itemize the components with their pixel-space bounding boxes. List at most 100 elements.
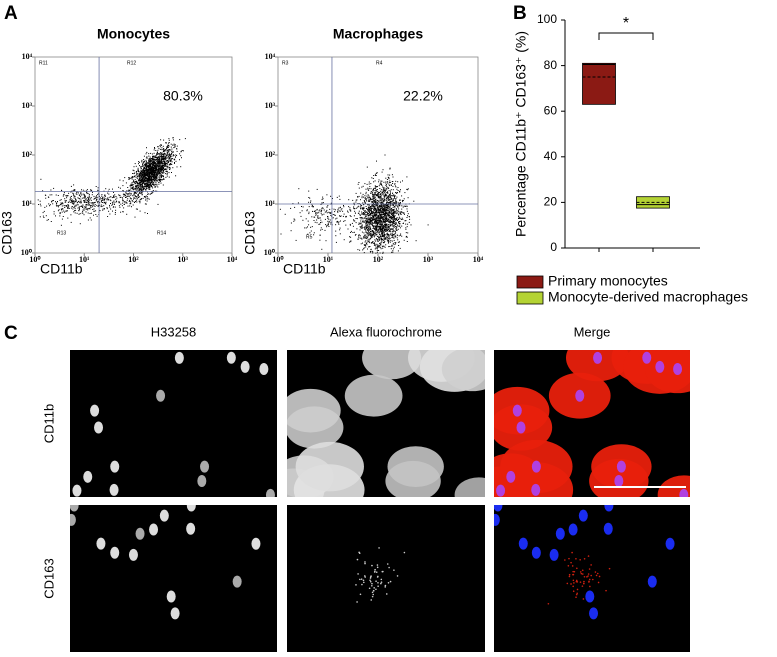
dot — [391, 189, 392, 190]
dot — [370, 251, 371, 252]
dot — [387, 239, 388, 240]
dot — [179, 159, 180, 160]
dot — [158, 165, 159, 166]
dot — [135, 217, 136, 218]
dot — [148, 179, 149, 180]
nucleus — [493, 499, 502, 511]
dot — [401, 195, 402, 196]
dot — [387, 229, 388, 230]
dot — [395, 242, 396, 243]
dot — [136, 188, 137, 189]
dot — [362, 197, 363, 198]
dot — [316, 220, 317, 221]
dot — [384, 230, 385, 231]
dot — [157, 166, 158, 167]
dot — [46, 206, 47, 207]
dot — [389, 221, 390, 222]
dot — [162, 158, 163, 159]
dot — [393, 209, 394, 210]
dot — [383, 246, 384, 247]
dot — [363, 207, 364, 208]
dot — [366, 189, 367, 190]
dot — [296, 240, 297, 241]
dot — [372, 215, 373, 216]
dot — [84, 208, 85, 209]
speck — [584, 558, 586, 560]
dot — [416, 240, 417, 241]
dot — [70, 197, 71, 198]
dot — [322, 197, 323, 198]
dot — [394, 221, 395, 222]
dot — [397, 212, 398, 213]
dot — [390, 234, 391, 235]
speck — [381, 581, 383, 583]
nucleus — [171, 607, 180, 619]
dot — [45, 198, 46, 199]
dot — [380, 222, 381, 223]
speck — [590, 575, 592, 577]
nucleus — [585, 591, 594, 603]
dot — [112, 189, 113, 190]
dot — [156, 185, 157, 186]
dot — [171, 158, 172, 159]
speck — [382, 571, 384, 573]
dot — [320, 230, 321, 231]
dot — [167, 167, 168, 168]
dot — [139, 165, 140, 166]
dot — [323, 202, 324, 203]
dot — [395, 199, 396, 200]
dot — [161, 183, 162, 184]
dot — [403, 223, 404, 224]
speck — [575, 596, 577, 598]
dot — [66, 206, 67, 207]
dot — [400, 189, 401, 190]
dot — [384, 204, 385, 205]
nucleus — [655, 361, 664, 373]
dot — [144, 170, 145, 171]
speck — [582, 573, 584, 575]
dot — [58, 210, 59, 211]
dot — [160, 149, 161, 150]
dot — [151, 161, 152, 162]
dot — [134, 166, 135, 167]
dot — [350, 241, 351, 242]
dot — [123, 180, 124, 181]
dot — [127, 200, 128, 201]
dot — [301, 216, 302, 217]
dot — [378, 230, 379, 231]
dot — [145, 172, 146, 173]
dot — [138, 183, 139, 184]
dot — [384, 215, 385, 216]
speck — [371, 585, 373, 587]
dot — [285, 214, 286, 215]
dot — [383, 226, 384, 227]
dot — [390, 191, 391, 192]
dot — [162, 169, 163, 170]
nucleus — [569, 524, 578, 536]
dot — [40, 179, 41, 180]
speck — [357, 559, 359, 561]
dot — [377, 191, 378, 192]
dot — [365, 217, 366, 218]
nucleus — [72, 485, 81, 497]
dot — [168, 156, 169, 157]
dot — [369, 220, 370, 221]
dot — [163, 151, 164, 152]
speck — [596, 575, 598, 577]
dot — [377, 231, 378, 232]
dot — [308, 197, 309, 198]
dot — [166, 142, 167, 143]
dot — [81, 189, 82, 190]
dot — [369, 219, 370, 220]
dot — [369, 186, 370, 187]
dot — [113, 196, 114, 197]
dot — [404, 206, 405, 207]
speck — [605, 590, 607, 592]
dot — [167, 153, 168, 154]
dot — [138, 168, 139, 169]
dot — [364, 247, 365, 248]
dot — [69, 208, 70, 209]
dot — [93, 204, 94, 205]
dot — [150, 159, 151, 160]
dot — [162, 180, 163, 181]
